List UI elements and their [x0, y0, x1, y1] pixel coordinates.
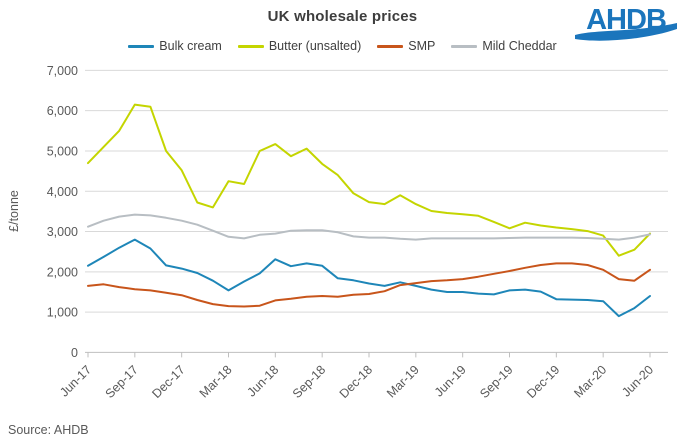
y-axis-tick-label: 5,000 [47, 144, 78, 158]
y-axis-tick-label: 6,000 [47, 104, 78, 118]
legend-label-bulk-cream: Bulk cream [159, 39, 222, 53]
legend-swatch-smp [377, 44, 404, 48]
legend-item-butter-unsalted: Butter (unsalted) [237, 39, 362, 53]
x-axis-tick-label: Sep-17 [103, 363, 141, 401]
ahdb-logo: AHDB [575, 4, 677, 41]
x-axis-tick-label: Mar-20 [571, 363, 609, 401]
chart-title: UK wholesale prices [267, 8, 418, 25]
legend-item-bulk-cream: Bulk cream [128, 39, 222, 53]
y-axis-tick-label: 2,000 [47, 265, 78, 279]
x-axis-tick-label: Dec-18 [337, 363, 375, 401]
legend-swatch-bulk-cream [128, 44, 155, 48]
legend-swatch-butter-unsalted [237, 44, 264, 48]
x-axis-tick-label: Jun-20 [619, 363, 656, 400]
y-axis-tick-label: 7,000 [47, 64, 78, 78]
y-axis-tick-label: 1,000 [47, 306, 78, 320]
x-axis-tick-label: Sep-19 [477, 363, 515, 401]
x-axis-tick-label: Jun-19 [432, 363, 469, 400]
legend-item-smp: SMP [377, 39, 435, 53]
legend-label-mild-cheddar: Mild Cheddar [482, 39, 557, 53]
legend-item-mild-cheddar: Mild Cheddar [451, 39, 557, 53]
y-axis-tick-label: 0 [71, 346, 78, 360]
source-note: Source: AHDB [8, 423, 89, 437]
x-axis-tick-label: Sep-18 [290, 363, 328, 401]
ahdb-logo-wave [575, 23, 677, 41]
series-line-smp [87, 262, 651, 308]
legend-label-smp: SMP [408, 39, 436, 53]
y-axis-tick-label: 3,000 [47, 225, 78, 239]
series-line-bulk-cream [87, 238, 651, 318]
x-axis-tick-label: Jun-17 [57, 363, 94, 400]
series-line-butter-unsalted [87, 103, 651, 257]
legend: Bulk cream Butter (unsalted) SMP Mild Chedd… [0, 39, 685, 53]
series-line-mild-cheddar [87, 213, 651, 241]
y-axis-tick-label: 4,000 [47, 185, 78, 199]
legend-label-butter-unsalted: Butter (unsalted) [268, 39, 362, 53]
x-axis-tick-label: Jun-18 [245, 363, 282, 400]
x-axis-tick-label: Mar-18 [197, 363, 235, 401]
x-axis-tick-label: Dec-19 [524, 363, 562, 401]
legend-swatch-mild-cheddar [451, 44, 478, 48]
price-line-chart: 0 1,000 2,000 3,000 4,000 5,000 6,000 7,000 Jun-… [47, 64, 668, 401]
x-axis-tick-label: Dec-17 [149, 363, 187, 401]
x-axis-tick-label: Mar-19 [384, 363, 422, 401]
